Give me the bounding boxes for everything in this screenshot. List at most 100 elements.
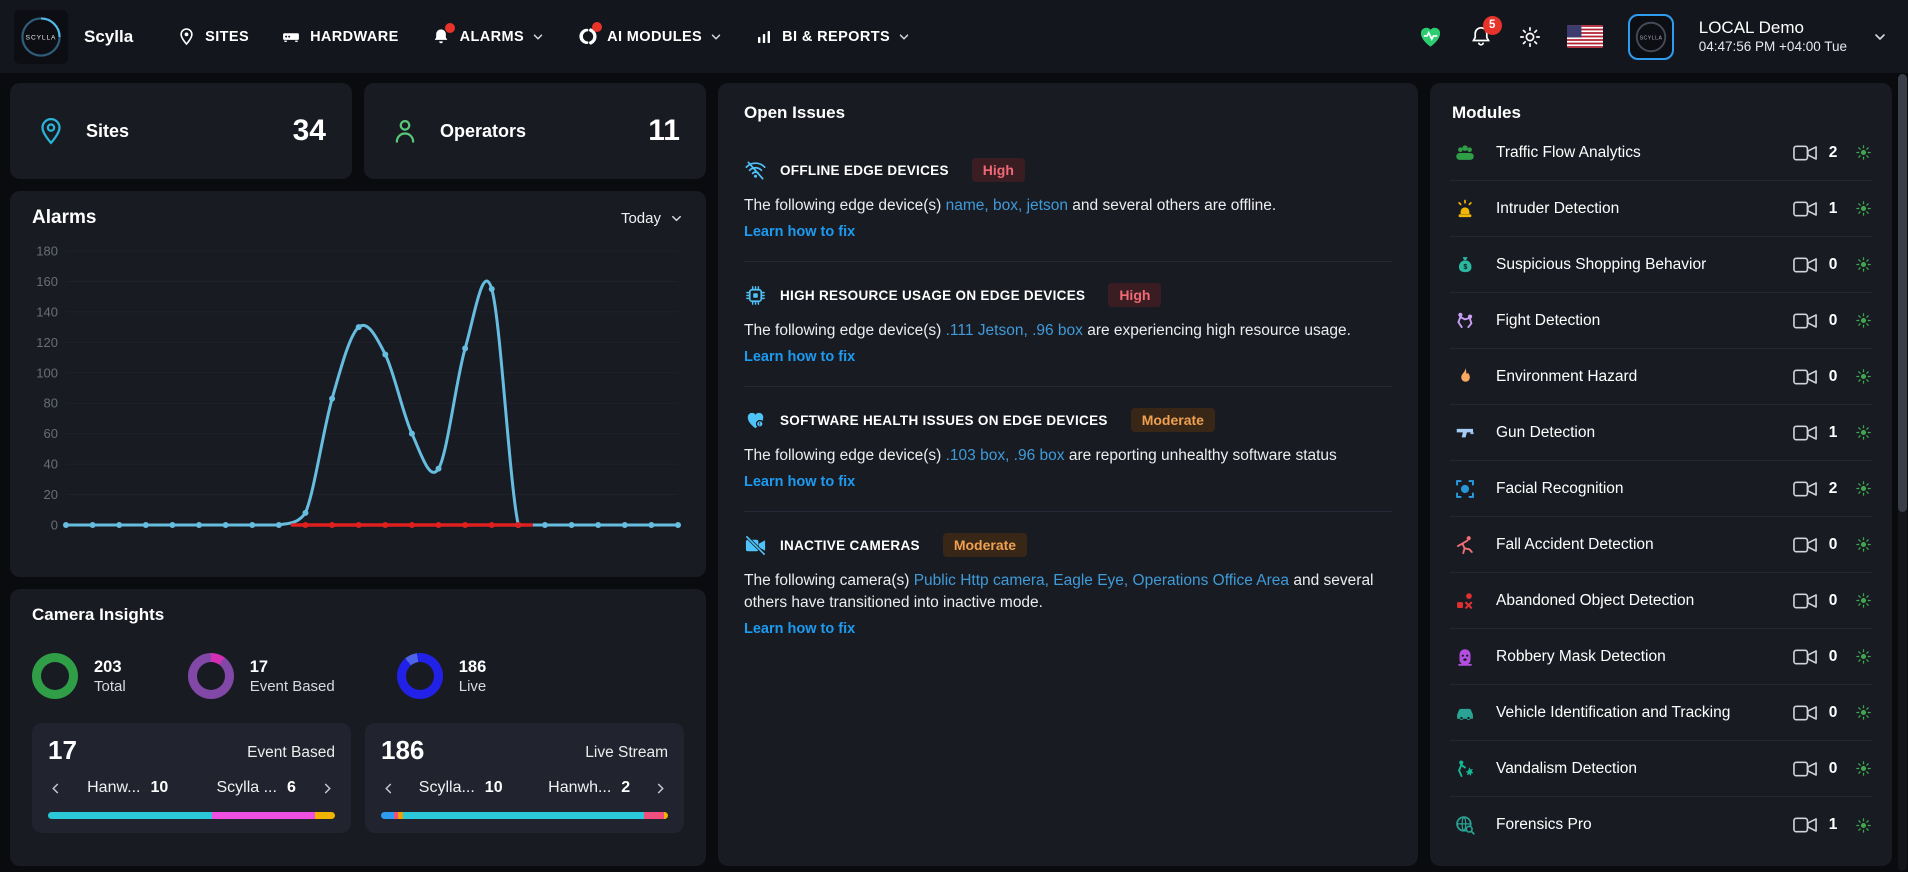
module-settings-icon[interactable] [1855, 256, 1872, 273]
module-row[interactable]: Gun Detection 1 [1450, 405, 1872, 461]
module-row[interactable]: Robbery Mask Detection 0 [1450, 629, 1872, 685]
nav-item-ai-modules[interactable]: AI MODULES [577, 22, 723, 47]
operator-person-icon [390, 116, 420, 146]
bar-chart-icon [755, 28, 773, 46]
people-icon [1450, 142, 1480, 164]
module-camera-count: 0 [1828, 647, 1838, 665]
svg-text:160: 160 [36, 274, 58, 289]
health-heart-pulse-icon[interactable] [1417, 23, 1444, 50]
nav-item-alarms[interactable]: ALARMS [431, 22, 545, 47]
location-pin-icon [177, 27, 196, 46]
learn-how-to-fix-link[interactable]: Learn how to fix [744, 621, 856, 637]
module-camera-count: 2 [1828, 143, 1838, 161]
next-arrow-icon[interactable] [653, 781, 668, 796]
video-camera-icon [1793, 536, 1818, 554]
module-row[interactable]: $ Suspicious Shopping Behavior 0 [1450, 237, 1872, 293]
module-row[interactable]: Facial Recognition 2 [1450, 461, 1872, 517]
svg-text:SCYLLA: SCYLLA [26, 34, 57, 41]
module-controls: 2 [1793, 480, 1872, 498]
module-row[interactable]: Environment Hazard 0 [1450, 349, 1872, 405]
notifications-bell-icon[interactable]: 5 [1469, 15, 1502, 49]
module-row[interactable]: Forensics Pro 1 [1450, 797, 1872, 853]
bar-segment [48, 812, 212, 819]
svg-text:SCYLLA: SCYLLA [1639, 35, 1662, 41]
sites-card[interactable]: Sites 34 [10, 83, 352, 179]
globe-search-icon [1450, 814, 1480, 836]
severity-badge: Moderate [942, 533, 1028, 557]
module-settings-icon[interactable] [1855, 200, 1872, 217]
module-controls: 0 [1793, 592, 1872, 610]
theme-sun-icon[interactable] [1518, 25, 1542, 49]
operators-value: 11 [648, 114, 680, 147]
svg-text:140: 140 [36, 304, 58, 319]
svg-text:20: 20 [44, 487, 58, 502]
donut-ring-total [32, 653, 78, 699]
car-icon [1450, 702, 1480, 724]
wifi-off-icon [744, 159, 767, 182]
chevron-down-icon [531, 30, 545, 44]
scrollbar-thumb[interactable] [1898, 74, 1907, 512]
device-names-link[interactable]: name, box, jetson [945, 197, 1068, 214]
bar-segment [211, 812, 315, 819]
issue-description: The following edge device(s) .103 box, .… [744, 447, 1337, 464]
module-controls: 0 [1793, 648, 1872, 666]
device-names-link[interactable]: .111 Jetson, .96 box [945, 322, 1083, 339]
module-row[interactable]: Intruder Detection 1 [1450, 181, 1872, 237]
module-row[interactable]: Fight Detection 0 [1450, 293, 1872, 349]
user-time: 04:47:56 PM +04:00 Tue [1698, 38, 1847, 54]
module-row[interactable]: Traffic Flow Analytics 2 [1450, 125, 1872, 181]
us-flag-icon[interactable] [1566, 25, 1603, 48]
module-row[interactable]: Vehicle Identification and Tracking 0 [1450, 685, 1872, 741]
nav-item-bi-reports[interactable]: BI & REPORTS [755, 28, 911, 46]
alarms-range-select[interactable]: Today [621, 210, 684, 227]
svg-text:60: 60 [44, 426, 58, 441]
module-settings-icon[interactable] [1855, 312, 1872, 329]
module-camera-count: 0 [1828, 591, 1838, 609]
video-camera-icon [1793, 648, 1818, 666]
nav-item-sites[interactable]: SITES [177, 27, 249, 46]
learn-how-to-fix-link[interactable]: Learn how to fix [744, 224, 856, 240]
user-avatar[interactable]: SCYLLA [1627, 13, 1674, 60]
prev-arrow-icon[interactable] [381, 781, 396, 796]
next-arrow-icon[interactable] [320, 781, 335, 796]
scylla-logo[interactable]: SCYLLA [14, 9, 68, 64]
event-based-subcard: 17 Event Based Hanw... 10 Scylla ... 6 [32, 723, 351, 833]
module-camera-count: 0 [1828, 703, 1838, 721]
module-settings-icon[interactable] [1855, 424, 1872, 441]
module-settings-icon[interactable] [1855, 648, 1872, 665]
camera-insights-card: Camera Insights 203 Total 17 Event Based… [10, 589, 706, 866]
module-settings-icon[interactable] [1855, 144, 1872, 161]
user-name: LOCAL Demo [1698, 18, 1804, 38]
device-names-link[interactable]: .103 box, .96 box [945, 447, 1065, 464]
module-settings-icon[interactable] [1855, 704, 1872, 721]
module-settings-icon[interactable] [1855, 536, 1872, 553]
learn-how-to-fix-link[interactable]: Learn how to fix [744, 349, 856, 365]
module-settings-icon[interactable] [1855, 817, 1872, 834]
bar-segment [393, 812, 399, 819]
sites-label: Sites [86, 120, 130, 141]
module-controls: 1 [1793, 816, 1872, 834]
prev-arrow-icon[interactable] [48, 781, 63, 796]
module-settings-icon[interactable] [1855, 592, 1872, 609]
donut-total: 203 Total [32, 653, 126, 699]
nav-item-hardware[interactable]: HARDWARE [281, 27, 399, 47]
module-label: Facial Recognition [1496, 479, 1624, 497]
module-row[interactable]: Fall Accident Detection 0 [1450, 517, 1872, 573]
learn-how-to-fix-link[interactable]: Learn how to fix [744, 474, 856, 490]
module-row[interactable]: Abandoned Object Detection 0 [1450, 573, 1872, 629]
module-row[interactable]: Vandalism Detection 0 [1450, 741, 1872, 797]
device-names-link[interactable]: Public Http camera, Eagle Eye, Operation… [913, 572, 1290, 589]
camera-group: Hanw... 10 [87, 779, 169, 796]
modules-card: Modules Traffic Flow Analytics 2 Intrude… [1430, 83, 1892, 866]
module-settings-icon[interactable] [1855, 480, 1872, 497]
issue-block: OFFLINE EDGE DEVICES High The following … [744, 137, 1392, 262]
donut-event-based: 17 Event Based [187, 653, 335, 699]
module-settings-icon[interactable] [1855, 368, 1872, 385]
issue-title: HIGH RESOURCE USAGE ON EDGE DEVICES [780, 287, 1086, 303]
module-camera-count: 1 [1828, 423, 1838, 441]
svg-text:100: 100 [36, 365, 58, 380]
operators-card[interactable]: Operators 11 [364, 83, 706, 179]
user-menu-chevron-icon[interactable] [1872, 29, 1888, 45]
severity-badge: High [971, 158, 1025, 182]
module-settings-icon[interactable] [1855, 760, 1872, 777]
